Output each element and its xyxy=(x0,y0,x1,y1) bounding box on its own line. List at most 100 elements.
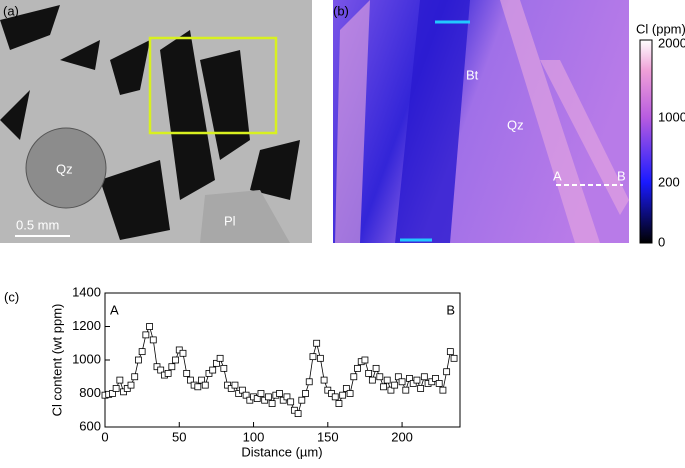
y-tick-label: 600 xyxy=(79,418,101,433)
data-point xyxy=(350,373,358,381)
data-point xyxy=(346,390,354,397)
x-tick-label: 150 xyxy=(317,429,339,444)
data-point xyxy=(135,356,142,364)
scale-label: 0.5 mm xyxy=(16,217,59,232)
data-point xyxy=(402,386,410,394)
data-point xyxy=(354,364,361,372)
data-point xyxy=(309,353,317,361)
data-point xyxy=(439,386,447,394)
x-tick-label: 50 xyxy=(172,429,186,444)
panel-label: (b) xyxy=(333,3,349,18)
mineral-label: Pl xyxy=(224,213,236,228)
data-point xyxy=(112,385,120,392)
data-point xyxy=(138,348,146,356)
data-point xyxy=(257,390,265,397)
data-point xyxy=(298,396,306,404)
data-point xyxy=(305,378,313,386)
zoom-box xyxy=(148,36,278,135)
data-point xyxy=(313,339,321,347)
colorbar-title: Cl (ppm) xyxy=(636,21,685,36)
data-point xyxy=(320,376,328,384)
panel-label: (a) xyxy=(3,3,19,18)
data-point xyxy=(450,354,458,362)
panel-b: (b) Bt Qz A B Cl (ppm) 2000 1000 200 0 xyxy=(333,0,685,249)
data-point xyxy=(209,366,217,374)
data-point xyxy=(387,386,395,394)
data-point xyxy=(376,373,384,381)
data-point xyxy=(276,390,283,397)
data-point xyxy=(283,393,291,401)
point-label: B xyxy=(617,168,626,183)
data-point xyxy=(109,390,116,397)
x-tick-label: 0 xyxy=(101,429,108,444)
data-point xyxy=(443,368,451,376)
y-tick-label: 1000 xyxy=(72,351,101,366)
data-point xyxy=(183,369,191,377)
data-point xyxy=(391,381,399,389)
mineral-label: Bt xyxy=(466,67,479,82)
y-tick-label: 800 xyxy=(79,385,101,400)
plot-frame xyxy=(104,292,461,428)
x-tick-label: 200 xyxy=(391,429,413,444)
colorbar xyxy=(639,39,653,244)
data-point xyxy=(302,390,309,397)
data-point xyxy=(142,331,150,339)
data-point xyxy=(179,349,187,357)
colorbar-label: 1000 xyxy=(658,109,685,124)
data-point xyxy=(194,383,202,391)
data-point xyxy=(201,381,209,389)
data-point xyxy=(157,366,165,374)
data-point xyxy=(380,383,387,391)
data-point xyxy=(398,378,406,386)
data-point xyxy=(268,400,276,407)
data-point xyxy=(238,386,246,394)
data-point xyxy=(149,336,157,344)
pink-streak xyxy=(335,0,629,243)
quartz-grain xyxy=(25,127,107,209)
data-point xyxy=(365,369,373,377)
data-point xyxy=(287,398,295,406)
data-point xyxy=(131,373,139,381)
colorbar-label: 0 xyxy=(658,234,665,249)
data-point xyxy=(432,375,439,382)
annotation: A xyxy=(110,302,119,317)
data-point xyxy=(198,376,205,384)
data-point xyxy=(127,381,135,389)
data-point xyxy=(372,364,380,372)
data-point xyxy=(116,376,124,384)
panel-label: (c) xyxy=(4,289,19,304)
data-point xyxy=(420,373,428,381)
data-point xyxy=(168,363,176,371)
data-point xyxy=(435,380,443,387)
data-point xyxy=(187,376,194,384)
mineral-label: Qz xyxy=(507,117,524,132)
data-point xyxy=(331,393,339,401)
mineral-label: Qz xyxy=(56,161,73,176)
data-point xyxy=(339,391,347,399)
data-point xyxy=(335,400,343,407)
data-point xyxy=(216,354,224,362)
dark-phase xyxy=(0,5,300,240)
y-tick-label: 1200 xyxy=(72,318,101,333)
x-tick-label: 100 xyxy=(243,429,265,444)
colorbar-label: 200 xyxy=(658,174,680,189)
data-point xyxy=(294,410,302,418)
y-axis-label: Cl content (wt ppm) xyxy=(49,304,64,417)
y-tick-label: 1400 xyxy=(72,284,101,299)
annotation: B xyxy=(446,302,455,317)
data-point xyxy=(413,376,421,384)
data-point xyxy=(220,364,228,372)
data-point xyxy=(146,323,153,330)
panel-a: (a) Qz Pl 0.5 mm xyxy=(0,0,312,243)
blue-band xyxy=(395,0,470,243)
data-point xyxy=(361,356,369,364)
x-axis-label: Distance (µm) xyxy=(241,444,322,459)
data-point xyxy=(253,395,261,402)
point-label: A xyxy=(553,168,562,183)
data-point xyxy=(316,354,324,362)
data-point xyxy=(164,369,172,377)
data-point xyxy=(172,356,179,364)
colorbar-label: 2000 xyxy=(658,35,685,50)
plagioclase-grain xyxy=(200,190,290,243)
data-point xyxy=(406,375,413,382)
